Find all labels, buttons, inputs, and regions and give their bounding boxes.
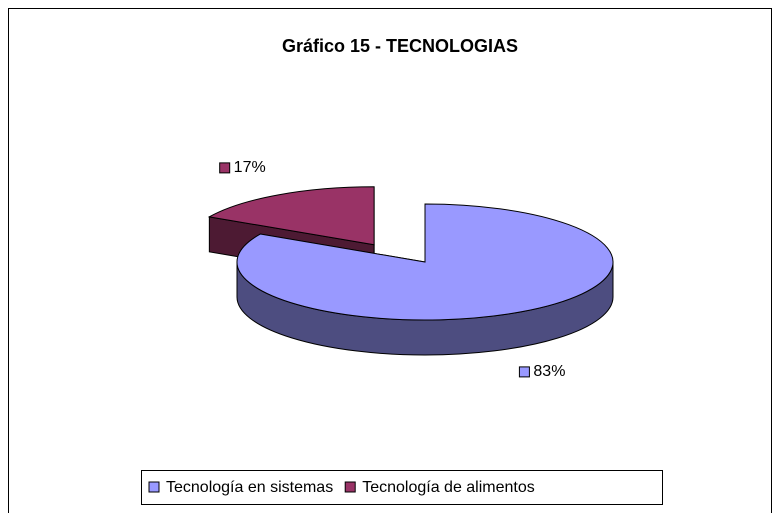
data-label: 83%: [533, 363, 565, 380]
slice: [236, 203, 614, 321]
label-key: [518, 366, 530, 378]
slice: [207, 186, 375, 246]
label-key: [219, 162, 231, 174]
legend-box: [141, 470, 663, 505]
legend-key: [344, 481, 356, 493]
legend-key: [148, 481, 160, 493]
legend-label: Tecnología de alimentos: [362, 479, 535, 496]
data-label: 17%: [234, 159, 266, 176]
chart-title: Gráfico 15 - TECNOLOGIAS: [282, 36, 518, 56]
legend-label: Tecnología en sistemas: [166, 479, 333, 496]
